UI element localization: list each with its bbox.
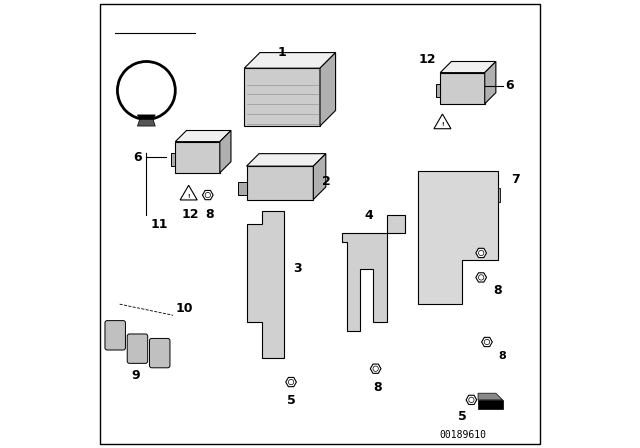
Text: 4: 4 (365, 209, 373, 222)
Text: 2: 2 (322, 175, 331, 188)
Polygon shape (498, 188, 500, 202)
Circle shape (205, 192, 211, 198)
Polygon shape (476, 248, 486, 258)
Polygon shape (138, 119, 156, 126)
Text: 12: 12 (418, 53, 436, 66)
Text: 00189610: 00189610 (439, 430, 486, 440)
Circle shape (484, 339, 490, 345)
Polygon shape (202, 190, 213, 200)
Polygon shape (180, 185, 197, 200)
Text: 12: 12 (182, 208, 200, 221)
Polygon shape (138, 115, 156, 119)
Polygon shape (478, 400, 502, 409)
Polygon shape (175, 142, 220, 173)
Text: 7: 7 (511, 173, 520, 186)
Polygon shape (436, 84, 440, 97)
FancyBboxPatch shape (127, 334, 148, 363)
Text: 6: 6 (133, 151, 142, 164)
Polygon shape (466, 395, 477, 405)
Polygon shape (220, 130, 231, 173)
Polygon shape (285, 377, 296, 387)
Text: 1: 1 (278, 46, 287, 59)
Text: 6: 6 (505, 79, 513, 92)
Polygon shape (418, 171, 498, 304)
Polygon shape (484, 61, 496, 104)
Text: 8: 8 (374, 381, 382, 394)
Text: 8: 8 (498, 351, 506, 361)
Circle shape (289, 379, 294, 385)
Polygon shape (476, 273, 486, 282)
Polygon shape (171, 153, 175, 166)
FancyBboxPatch shape (105, 321, 125, 350)
Polygon shape (314, 154, 326, 199)
Polygon shape (434, 114, 451, 129)
Polygon shape (342, 215, 404, 331)
Text: 3: 3 (293, 262, 302, 275)
Text: !: ! (188, 194, 190, 198)
Polygon shape (244, 52, 335, 68)
Circle shape (468, 397, 474, 403)
Polygon shape (246, 211, 284, 358)
FancyBboxPatch shape (150, 338, 170, 368)
Text: 8: 8 (205, 208, 214, 221)
Circle shape (479, 250, 484, 256)
Polygon shape (246, 166, 314, 199)
Polygon shape (237, 182, 246, 195)
Text: 8: 8 (493, 284, 502, 297)
Polygon shape (440, 61, 496, 73)
Text: 10: 10 (175, 302, 193, 315)
Text: 5: 5 (287, 394, 296, 407)
Polygon shape (371, 364, 381, 373)
Text: !: ! (441, 122, 444, 127)
Text: 9: 9 (131, 369, 140, 382)
Polygon shape (320, 52, 335, 126)
Polygon shape (175, 130, 231, 142)
Circle shape (373, 366, 378, 371)
Polygon shape (246, 154, 326, 166)
Text: 11: 11 (151, 217, 168, 231)
Circle shape (479, 275, 484, 280)
Polygon shape (482, 337, 492, 347)
Text: 5: 5 (458, 410, 467, 423)
Polygon shape (478, 393, 502, 400)
Polygon shape (440, 73, 484, 104)
Polygon shape (244, 68, 320, 126)
